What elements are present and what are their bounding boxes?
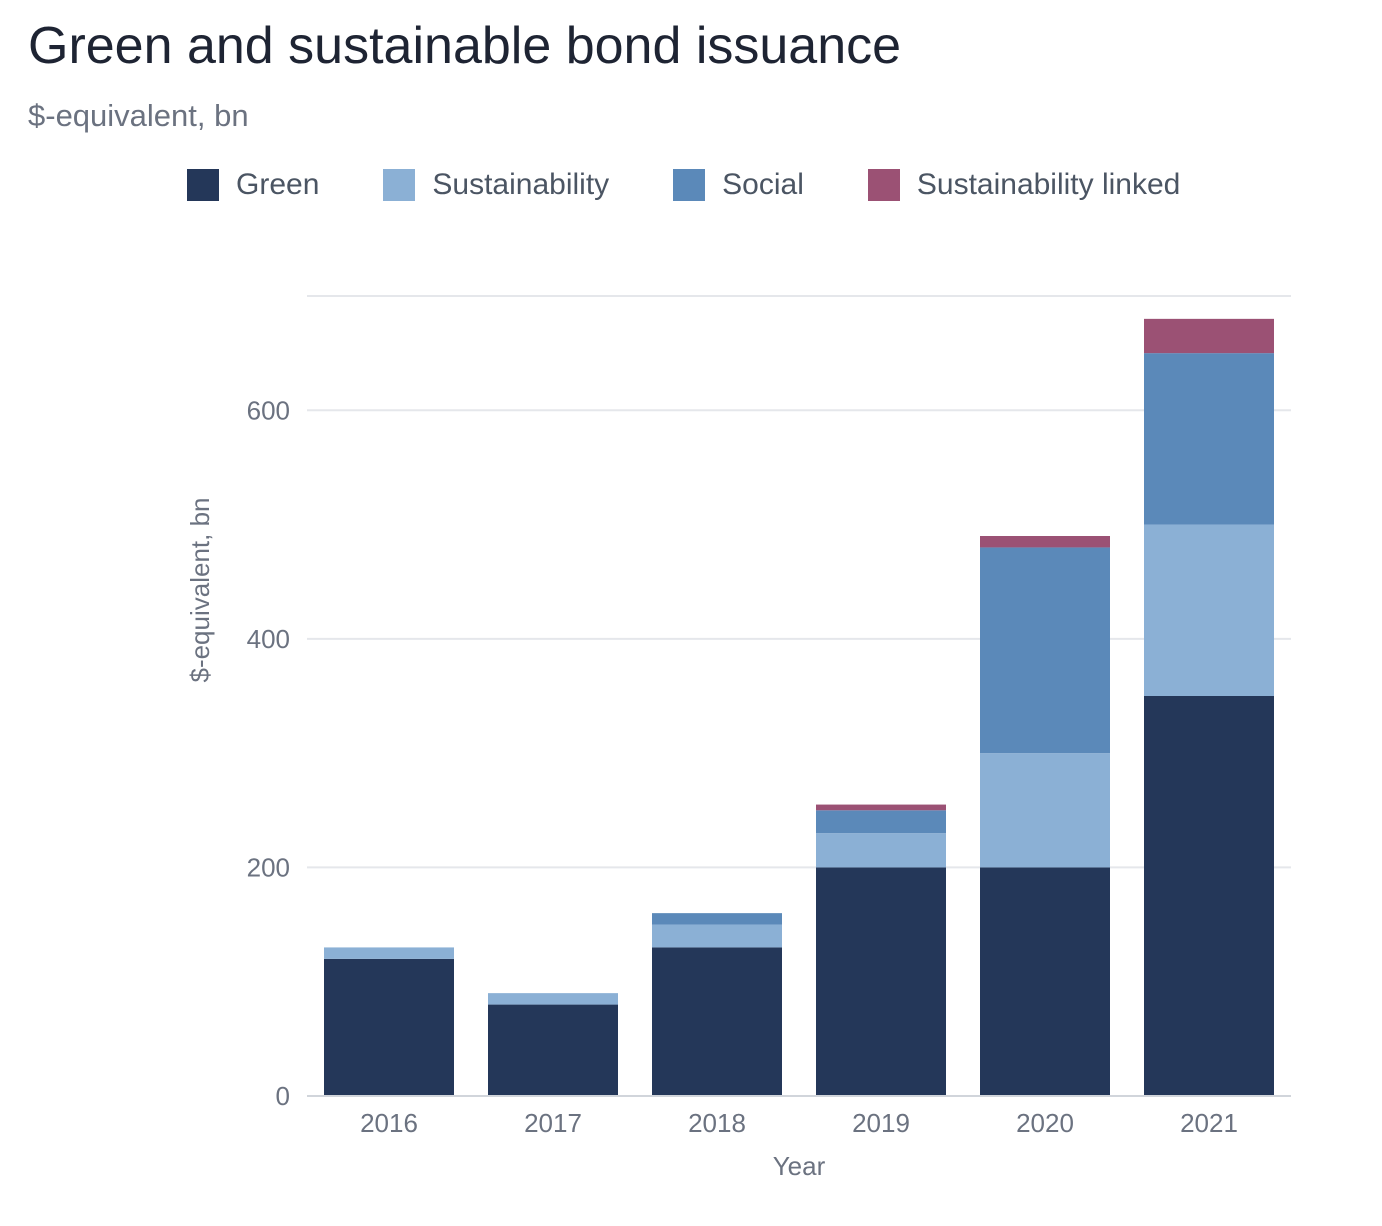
bar-2016-sustainability[interactable] xyxy=(324,947,454,959)
bar-2018-sustainability[interactable] xyxy=(652,924,782,948)
gridlines xyxy=(307,295,1291,869)
legend-label-social: Social xyxy=(722,168,804,201)
bar-2020-sustainability[interactable] xyxy=(980,753,1110,868)
legend-swatch-sustainability-linked xyxy=(867,169,900,201)
x-tick-label-2016: 2016 xyxy=(360,1108,418,1138)
bar-2019-sustainability-linked[interactable] xyxy=(816,804,946,811)
y-axis-title: $-equivalent, bn xyxy=(185,497,215,682)
legend: Green Sustainability Social Sustainabili… xyxy=(187,164,1180,206)
bars xyxy=(324,318,1274,1096)
bar-2019-social[interactable] xyxy=(816,810,946,834)
legend-item-sustainability[interactable]: Sustainability xyxy=(383,165,609,205)
bar-2018-social[interactable] xyxy=(652,913,782,925)
x-tick-label-2021: 2021 xyxy=(1180,1108,1238,1138)
legend-item-social[interactable]: Social xyxy=(673,165,804,205)
bar-2020-green[interactable] xyxy=(980,867,1110,1096)
x-axis-title: Year xyxy=(773,1151,826,1181)
chart-subtitle: $-equivalent, bn xyxy=(28,98,249,133)
legend-swatch-green xyxy=(187,169,219,201)
bar-2020-sustainability-linked[interactable] xyxy=(980,536,1110,548)
legend-item-sustainability-linked[interactable]: Sustainability linked xyxy=(867,165,1181,205)
bar-2016-green[interactable] xyxy=(324,958,454,1096)
y-tick-label-0: 0 xyxy=(276,1081,290,1111)
bar-2017-green[interactable] xyxy=(488,1004,618,1096)
x-tick-label-2020: 2020 xyxy=(1016,1108,1074,1138)
legend-label-green: Green xyxy=(236,168,320,201)
bar-2018-green[interactable] xyxy=(652,947,782,1096)
legend-label-sustainability-linked: Sustainability linked xyxy=(916,168,1181,201)
y-tick-label-400: 400 xyxy=(247,624,290,654)
x-tick-label-2017: 2017 xyxy=(524,1108,582,1138)
legend-label-sustainability: Sustainability xyxy=(432,168,610,201)
bar-2021-social[interactable] xyxy=(1144,353,1274,525)
bar-2019-sustainability[interactable] xyxy=(816,833,946,868)
y-tick-label-200: 200 xyxy=(247,852,290,882)
bar-2019-green[interactable] xyxy=(816,867,946,1096)
x-tick-label-2018: 2018 xyxy=(688,1108,746,1138)
x-tick-label-2019: 2019 xyxy=(852,1108,910,1138)
legend-swatch-social xyxy=(673,169,706,201)
bar-2017-sustainability[interactable] xyxy=(488,993,618,1005)
bar-2021-sustainability[interactable] xyxy=(1144,524,1274,696)
y-tick-label-600: 600 xyxy=(247,395,290,425)
legend-swatch-sustainability xyxy=(383,169,416,201)
legend-item-green[interactable]: Green xyxy=(187,165,319,205)
tick-labels: 0 200 400 600 2016 2017 2018 2019 2020 2021 xyxy=(247,395,1238,1138)
bar-2021-sustainability-linked[interactable] xyxy=(1144,318,1274,354)
bar-2021-green[interactable] xyxy=(1144,696,1274,1096)
chart-title: Green and sustainable bond issuance xyxy=(28,17,902,75)
bar-2020-social[interactable] xyxy=(980,547,1110,754)
